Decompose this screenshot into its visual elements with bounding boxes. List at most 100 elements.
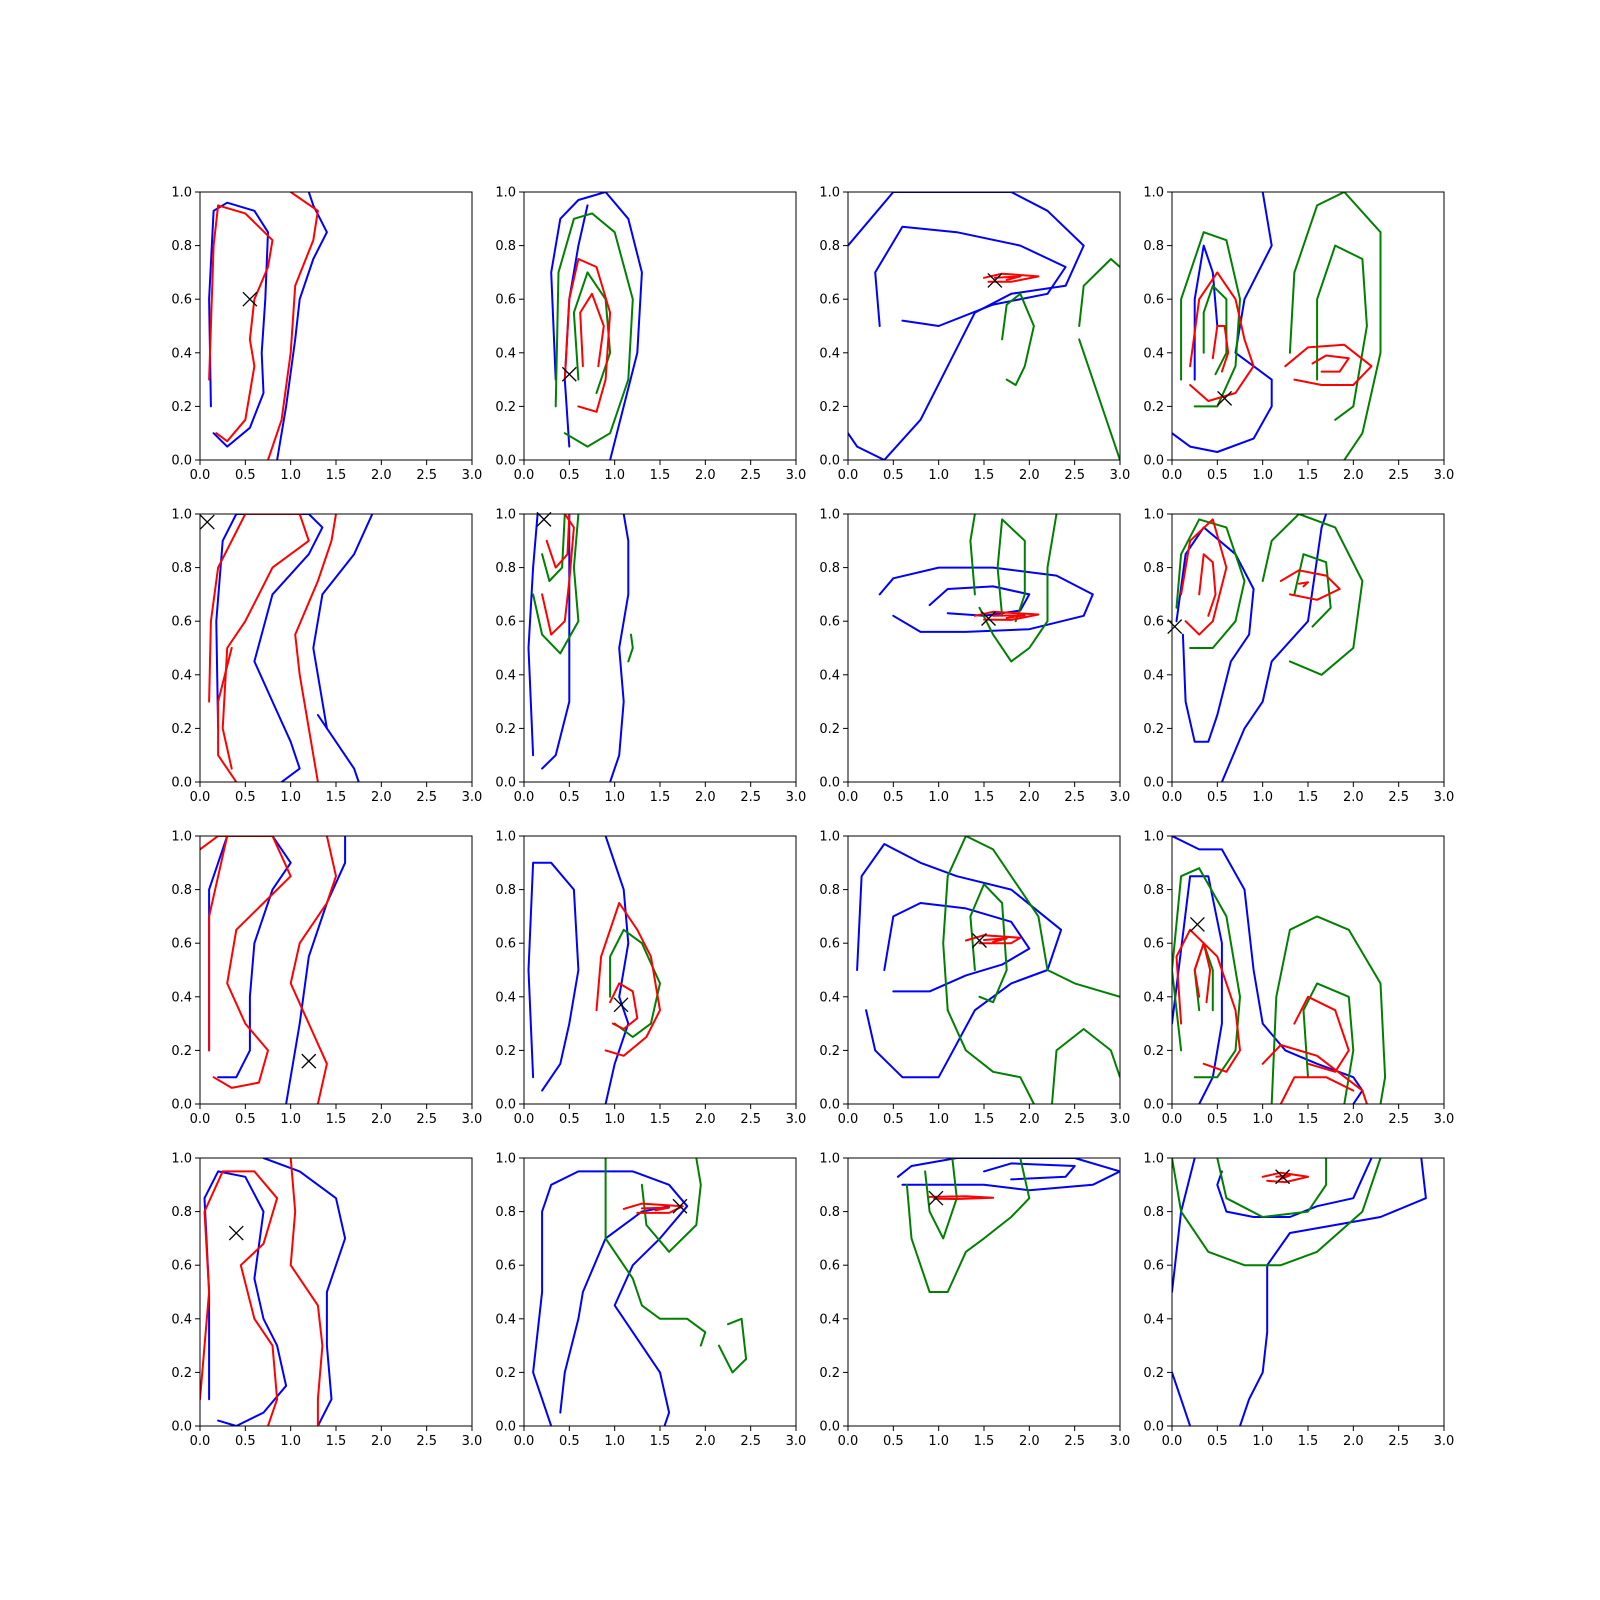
y-tick-label: 0.0 bbox=[819, 454, 840, 469]
y-tick-label: 0.4 bbox=[171, 990, 192, 1005]
x-tick-label: 1.0 bbox=[928, 790, 949, 805]
green-contour-line bbox=[996, 518, 1026, 623]
subplot-r1-c2: 0.0 0.5 1.0 1.5 2.0 2.5 3.0 0.0 0.2 0.4 0.6 0.8 1.0 bbox=[495, 186, 806, 484]
x-tick-label: 1.5 bbox=[974, 1112, 995, 1127]
x-tick-label: 1.0 bbox=[280, 468, 301, 483]
subplot-r3-c2: 0.0 0.5 1.0 1.5 2.0 2.5 3.0 0.0 0.2 0.4 0.6 0.8 1.0 bbox=[495, 830, 806, 1128]
x-marker bbox=[301, 1053, 317, 1069]
x-marker bbox=[1275, 1169, 1291, 1185]
green-contour-line bbox=[978, 514, 1058, 663]
blue-contour-line bbox=[527, 514, 539, 757]
x-tick-label: 1.5 bbox=[326, 790, 347, 805]
y-tick-label: 0.4 bbox=[1143, 668, 1164, 683]
red-contour-line bbox=[1279, 1076, 1355, 1104]
x-tick-label: 2.5 bbox=[1388, 790, 1409, 805]
red-contour-line bbox=[267, 192, 319, 460]
y-tick-label: 0.0 bbox=[171, 1098, 192, 1113]
y-tick-label: 0.0 bbox=[819, 776, 840, 791]
blue-contour-line bbox=[604, 836, 630, 1104]
blue-contour-line bbox=[983, 1162, 1076, 1181]
y-tick-label: 0.2 bbox=[171, 722, 192, 737]
x-tick-label: 2.5 bbox=[740, 790, 761, 805]
y-tick-label: 0.2 bbox=[819, 1366, 840, 1381]
x-tick-label: 1.5 bbox=[650, 790, 671, 805]
red-contour-line bbox=[1211, 325, 1230, 373]
blue-contour-line bbox=[541, 514, 571, 770]
y-tick-label: 0.2 bbox=[171, 1366, 192, 1381]
y-tick-label: 0.0 bbox=[1143, 776, 1164, 791]
contour-group bbox=[200, 836, 347, 1104]
x-tick-label: 0.5 bbox=[559, 468, 580, 483]
y-tick-label: 1.0 bbox=[1143, 1152, 1164, 1167]
red-contour-line bbox=[1311, 354, 1350, 373]
x-tick-label: 2.0 bbox=[1019, 468, 1040, 483]
green-contour-line bbox=[924, 1158, 958, 1240]
y-tick-label: 1.0 bbox=[1143, 186, 1164, 201]
y-tick-label: 0.0 bbox=[1143, 1098, 1164, 1113]
x-tick-label: 3.0 bbox=[786, 1434, 807, 1449]
y-tick-label: 0.8 bbox=[171, 1205, 192, 1220]
blue-contour-line bbox=[848, 192, 1085, 460]
green-contour-line bbox=[1078, 258, 1120, 327]
x-tick-label: 1.0 bbox=[604, 1434, 625, 1449]
x-tick-label: 3.0 bbox=[786, 1112, 807, 1127]
blue-contour-line bbox=[285, 836, 347, 1104]
red-contour-line bbox=[1284, 343, 1373, 386]
y-tick-label: 0.8 bbox=[1143, 561, 1164, 576]
contour-group bbox=[1175, 514, 1364, 782]
y-tick-label: 0.6 bbox=[495, 937, 516, 952]
green-contour-line bbox=[1001, 292, 1035, 386]
x-tick-label: 1.5 bbox=[650, 1112, 671, 1127]
red-contour-line bbox=[545, 514, 571, 569]
x-tick-label: 2.0 bbox=[1019, 1112, 1040, 1127]
green-contour-line bbox=[946, 1009, 1035, 1104]
x-tick-label: 2.0 bbox=[1019, 1434, 1040, 1449]
y-tick-label: 0.4 bbox=[171, 668, 192, 683]
x-tick-label: 1.0 bbox=[928, 468, 949, 483]
y-tick-label: 0.8 bbox=[819, 239, 840, 254]
x-tick-label: 1.0 bbox=[928, 1112, 949, 1127]
x-tick-label: 2.5 bbox=[416, 790, 437, 805]
subplot-r2-c2: 0.0 0.5 1.0 1.5 2.0 2.5 3.0 0.0 0.2 0.4 0.6 0.8 1.0 bbox=[495, 508, 806, 806]
green-contour-line bbox=[1316, 244, 1368, 421]
x-marker bbox=[987, 272, 1003, 288]
y-tick-label: 0.4 bbox=[171, 346, 192, 361]
x-tick-label: 0.0 bbox=[1162, 1434, 1183, 1449]
x-tick-label: 3.0 bbox=[1434, 790, 1455, 805]
x-tick-label: 3.0 bbox=[1110, 790, 1131, 805]
x-tick-label: 0.5 bbox=[883, 1434, 904, 1449]
x-tick-label: 3.0 bbox=[1110, 1434, 1131, 1449]
x-marker bbox=[536, 511, 552, 527]
y-tick-label: 1.0 bbox=[171, 830, 192, 845]
x-tick-label: 3.0 bbox=[462, 468, 483, 483]
x-marker bbox=[1217, 390, 1233, 406]
red-contour-line bbox=[1193, 942, 1212, 1004]
x-tick-label: 2.0 bbox=[1343, 790, 1364, 805]
y-tick-label: 0.6 bbox=[819, 1259, 840, 1274]
x-tick-label: 3.0 bbox=[1434, 468, 1455, 483]
contour-group bbox=[1172, 836, 1387, 1104]
x-tick-label: 1.5 bbox=[1298, 790, 1319, 805]
x-tick-label: 0.5 bbox=[883, 790, 904, 805]
y-tick-label: 0.6 bbox=[1143, 937, 1164, 952]
green-contour-line bbox=[905, 1158, 1031, 1293]
x-tick-label: 3.0 bbox=[786, 790, 807, 805]
x-marker bbox=[1167, 619, 1183, 635]
x-tick-label: 0.0 bbox=[514, 1434, 535, 1449]
red-contour-line bbox=[289, 1158, 324, 1426]
blue-contour-line bbox=[878, 566, 1094, 633]
x-marker bbox=[242, 291, 258, 307]
green-contour-line bbox=[1175, 518, 1246, 649]
y-tick-label: 0.2 bbox=[819, 400, 840, 415]
x-tick-label: 1.5 bbox=[650, 468, 671, 483]
y-tick-label: 1.0 bbox=[495, 186, 516, 201]
x-tick-label: 1.0 bbox=[604, 468, 625, 483]
x-tick-label: 2.0 bbox=[371, 1112, 392, 1127]
red-contour-line bbox=[1189, 271, 1255, 402]
x-tick-label: 1.5 bbox=[974, 1434, 995, 1449]
blue-contour-line bbox=[316, 714, 360, 782]
y-tick-label: 0.6 bbox=[495, 615, 516, 630]
green-contour-line bbox=[532, 514, 580, 655]
contour-group bbox=[532, 1158, 748, 1426]
x-tick-label: 1.5 bbox=[326, 468, 347, 483]
